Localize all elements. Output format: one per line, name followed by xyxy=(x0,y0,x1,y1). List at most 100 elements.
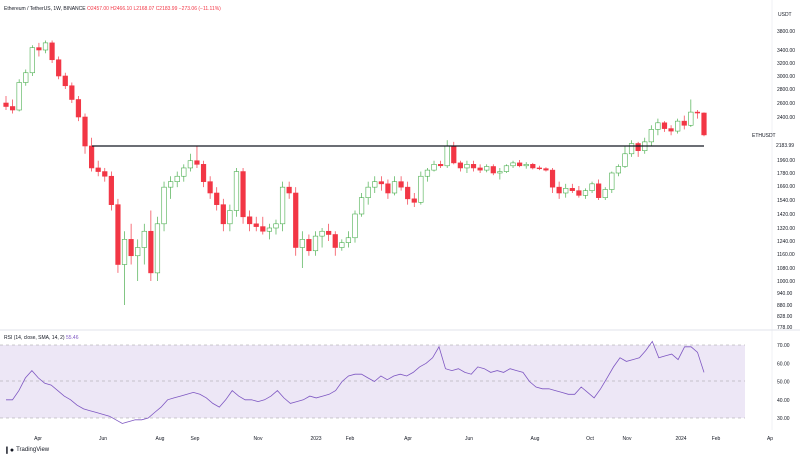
rsi-value: 55.46 xyxy=(65,335,79,341)
tradingview-logo[interactable]: ❙● TradingView xyxy=(4,446,49,454)
time-label: Jun xyxy=(99,436,107,442)
price-tick-label: 1420.00 xyxy=(777,212,795,218)
price-tick-label: 1080.00 xyxy=(777,266,795,272)
candle-down xyxy=(530,164,536,169)
candle-up xyxy=(16,82,22,111)
price-tick-label: 778.00 xyxy=(777,325,793,331)
rsi-tick-label: 50.00 xyxy=(777,380,790,386)
candle-down xyxy=(108,175,114,205)
candle-down xyxy=(326,230,332,235)
candle-up xyxy=(266,227,272,232)
candle-down xyxy=(398,181,404,188)
symbol-title[interactable]: Ethereum / TetherUS, 1W, BINANCE xyxy=(4,6,86,12)
price-tick-label: 880.00 xyxy=(777,303,793,309)
chart-legend: Ethereum / TetherUS, 1W, BINANCE O2457.0… xyxy=(4,6,221,13)
rsi-tick-label: 60.00 xyxy=(777,361,790,367)
candle-down xyxy=(332,234,338,248)
candle-up xyxy=(655,122,661,130)
rsi-tick-label: 40.00 xyxy=(777,398,790,404)
candle-up xyxy=(23,72,29,83)
candle-up xyxy=(319,230,325,237)
candle-down xyxy=(102,171,108,177)
price-tick-label: 3400.00 xyxy=(777,48,795,54)
candle-down xyxy=(115,204,121,265)
time-label: 2024 xyxy=(675,436,686,442)
candle-down xyxy=(661,122,668,129)
time-label: Nov xyxy=(623,436,632,442)
time-axis[interactable]: Apr Jun Aug Sep Nov 2023 Feb Apr Jun Aug Oct Nov 202… xyxy=(34,436,773,442)
price-tick-label: 1780.00 xyxy=(777,171,795,177)
rsi-axis[interactable]: 70.00 60.00 50.00 40.00 30.00 xyxy=(777,343,790,422)
time-label: Apr xyxy=(404,436,412,442)
time-label: Aug xyxy=(156,436,165,442)
candle-up xyxy=(391,181,398,194)
candle-down xyxy=(240,171,246,218)
candle-up xyxy=(648,129,654,143)
candle-down xyxy=(385,183,391,194)
candle-down xyxy=(82,116,88,147)
currency-label: USDT xyxy=(778,12,792,18)
candle-up xyxy=(431,164,437,171)
ohlc-close: C2183.99 xyxy=(155,6,178,12)
candle-up xyxy=(135,247,141,257)
rsi-pane-bg xyxy=(0,345,745,418)
candle-up xyxy=(365,186,371,198)
candle-down xyxy=(457,162,463,169)
candle-down xyxy=(128,239,134,257)
candle-down xyxy=(378,181,384,185)
rsi-label[interactable]: RSI (14, close, SMA, 14, 2) xyxy=(4,335,65,341)
candle-down xyxy=(260,226,266,232)
candle-down xyxy=(247,216,253,225)
candle-up xyxy=(174,175,180,182)
candle-down xyxy=(49,42,55,61)
candle-up xyxy=(141,230,147,248)
candle-group xyxy=(3,40,707,305)
candle-down xyxy=(470,164,477,169)
time-label: Feb xyxy=(346,436,355,442)
candle-up xyxy=(358,197,365,215)
candle-up xyxy=(688,111,694,126)
time-label: Feb xyxy=(712,436,721,442)
candle-down xyxy=(556,186,562,194)
price-tick-label: 1320.00 xyxy=(777,226,795,232)
price-tick-label: 3200.00 xyxy=(777,61,795,67)
price-tick-label: 1240.00 xyxy=(777,239,795,245)
candle-down xyxy=(194,160,200,165)
candle-up xyxy=(563,188,569,194)
candle-up xyxy=(233,171,240,211)
candle-down xyxy=(148,230,154,274)
price-tick-label: 2600.00 xyxy=(777,101,795,107)
candle-up xyxy=(161,186,167,225)
time-label: 2023 xyxy=(310,436,321,442)
candle-down xyxy=(490,166,496,174)
candle-up xyxy=(418,175,424,203)
candle-down xyxy=(701,112,707,136)
candle-down xyxy=(536,167,542,170)
candle-down xyxy=(56,59,62,77)
candle-up xyxy=(29,47,35,74)
candle-down xyxy=(75,99,82,118)
rsi-tick-label: 30.00 xyxy=(777,416,790,422)
candle-down xyxy=(306,239,312,252)
candle-up xyxy=(372,181,378,188)
candle-up xyxy=(523,164,529,167)
price-axis[interactable]: 3800.00 3400.00 3200.00 3000.00 2800.00 2600.… xyxy=(777,29,795,331)
candle-down xyxy=(569,188,575,191)
ohlc-change: −273.06 (−11.11%) xyxy=(178,6,221,12)
candle-up xyxy=(589,183,595,191)
candle-up xyxy=(444,145,450,167)
time-label: Nov xyxy=(254,436,263,442)
candle-up xyxy=(352,213,358,239)
candle-up xyxy=(582,190,589,196)
candle-up xyxy=(181,167,187,177)
candle-up xyxy=(602,189,608,198)
candle-down xyxy=(9,106,16,111)
candle-down xyxy=(36,47,42,51)
candle-up xyxy=(615,166,621,174)
ohlc-high: H2466.10 xyxy=(110,6,133,12)
time-label: Sep xyxy=(191,436,200,442)
candle-down xyxy=(438,164,444,167)
last-price-label: 2183.99 xyxy=(776,143,794,149)
ohlc-open: O2457.00 xyxy=(87,6,109,12)
